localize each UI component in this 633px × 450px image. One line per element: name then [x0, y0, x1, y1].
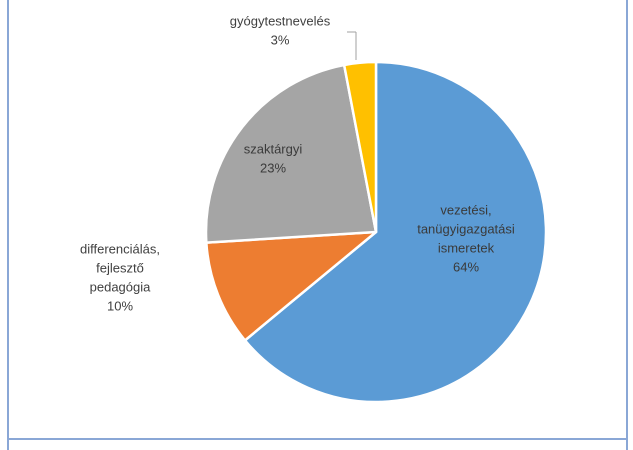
- slice-label-line: pedagógia: [90, 280, 151, 295]
- frame-border-left: [7, 0, 9, 450]
- pie-slices: [204, 60, 548, 404]
- slice-label-line: tanügyigazgatási: [417, 222, 515, 237]
- pie-slice-vezetesi: [243, 60, 548, 404]
- slice-percent: 10%: [107, 299, 133, 314]
- pie-slice-gyogytestneveles: [342, 60, 378, 234]
- slice-label-line: gyógytestnevelés: [230, 14, 331, 29]
- slice-percent: 64%: [453, 260, 479, 275]
- slice-label-line: differenciálás,: [80, 242, 160, 257]
- slice-label-line: ismeretek: [438, 241, 495, 256]
- slice-percent: 23%: [260, 161, 286, 176]
- frame-border-bottom: [7, 438, 628, 440]
- slice-label-line: fejlesztő: [96, 261, 144, 276]
- pie-slice-differencialas: [205, 230, 378, 342]
- slice-percent: 3%: [271, 33, 290, 48]
- slice-label-line: vezetési,: [440, 203, 491, 218]
- slice-label-differencialas: differenciálás, fejlesztő pedagógia 10%: [80, 242, 160, 314]
- slice-label-line: szaktárgyi: [244, 142, 303, 157]
- frame-border-right: [626, 0, 628, 450]
- slice-label-gyogytestneveles: gyógytestnevelés 3%: [230, 14, 331, 48]
- slice-label-szaktargyi: szaktárgyi 23%: [244, 142, 303, 176]
- pie-labels: vezetési, tanügyigazgatási ismeretek 64% dif…: [80, 14, 515, 314]
- pie-slice-szaktargyi: [204, 63, 378, 244]
- slice-label-vezetesi: vezetési, tanügyigazgatási ismeretek 64%: [417, 203, 515, 275]
